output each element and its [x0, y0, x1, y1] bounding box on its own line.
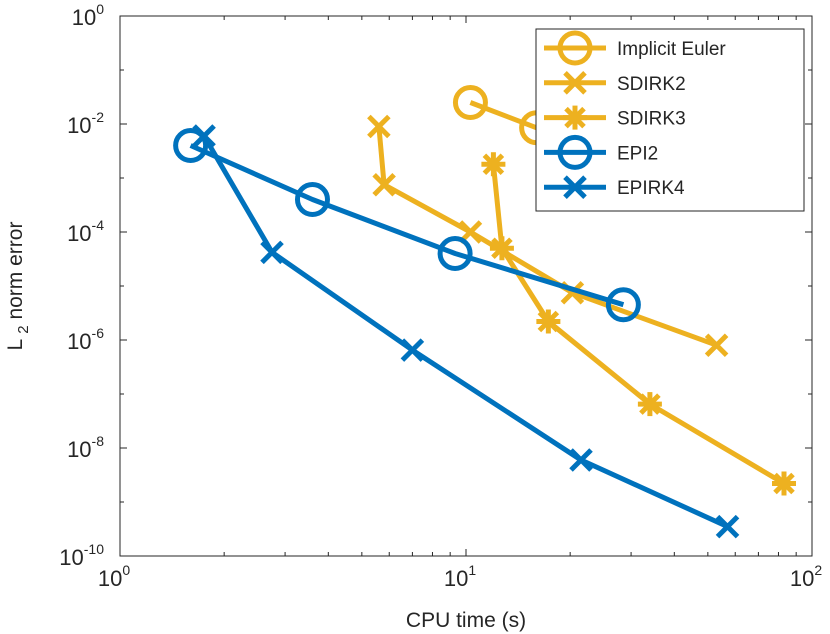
marker-stroke: [704, 333, 729, 358]
marker-stroke: [560, 280, 585, 305]
legend-marker: [563, 71, 587, 95]
y-axis-label-subscript: 2: [15, 325, 32, 333]
marker-stroke: [192, 124, 216, 148]
y-tick-exponent: -6: [92, 325, 105, 341]
marker-stroke: [260, 240, 284, 265]
data-point-epi2: [173, 127, 209, 163]
y-tick-base: 10: [67, 437, 91, 462]
series-layer: [173, 85, 797, 539]
marker-stroke: [563, 175, 587, 199]
marker-stroke: [491, 237, 513, 260]
series-epirk4: [192, 124, 740, 539]
y-tick-base: 10: [67, 221, 91, 246]
marker-stroke: [563, 71, 587, 95]
marker-stroke: [569, 448, 593, 472]
legend-entry-epi2: EPI2: [544, 134, 658, 170]
series-sdirk3: [481, 152, 797, 496]
marker-stroke: [537, 310, 560, 333]
x-tick-label: 101: [444, 562, 476, 591]
marker-stroke: [482, 153, 505, 175]
legend-label: Implicit Euler: [617, 39, 726, 60]
y-tick-label: 10-8: [67, 433, 104, 462]
x-tick-label: 100: [98, 562, 130, 591]
y-tick-label: 100: [72, 1, 104, 30]
y-tick-label: 10-2: [67, 109, 104, 138]
y-tick-exponent: -2: [92, 109, 105, 125]
y-tick-base: 10: [72, 5, 96, 30]
data-point-sdirk3: [481, 152, 506, 177]
marker-stroke: [564, 106, 586, 129]
y-tick-exponent: 0: [96, 1, 104, 17]
data-point-epi2: [605, 287, 641, 323]
legend-entry-sdirk3: SDIRK3: [544, 105, 686, 130]
y-tick-label: 10-6: [67, 325, 104, 354]
series-epi2: [173, 127, 641, 323]
data-point-epi2: [437, 235, 473, 271]
x-tick-label: 102: [790, 562, 822, 591]
data-point-sdirk3: [637, 392, 662, 417]
x-tick-exponent: 1: [468, 562, 476, 578]
x-tick-exponent: 0: [122, 562, 130, 578]
data-point-implicit-euler: [452, 85, 488, 121]
y-tick-label: 10-10: [59, 541, 104, 570]
y-tick-label: 10-4: [67, 217, 104, 246]
data-point-sdirk3: [772, 471, 797, 496]
data-point-epi2: [294, 181, 330, 217]
legend-marker: [563, 105, 587, 130]
legend-marker: [557, 134, 593, 170]
y-tick-exponent: -4: [92, 217, 105, 233]
x-tick-exponent: 2: [814, 562, 822, 578]
y-tick-base: 10: [59, 545, 83, 570]
data-point-sdirk2: [704, 333, 729, 358]
data-point-epirk4: [569, 448, 593, 472]
data-point-epirk4: [192, 124, 216, 148]
legend-entry-sdirk2: SDIRK2: [544, 71, 686, 95]
y-tick-exponent: -8: [92, 433, 105, 449]
y-axis-label-rest: norm error: [4, 222, 27, 320]
y-axis-label-base: L: [4, 339, 27, 350]
data-point-epirk4: [260, 240, 284, 265]
marker-stroke: [367, 114, 391, 139]
marker-stroke: [639, 393, 661, 415]
series-line-epi2: [189, 143, 625, 308]
data-point-epirk4: [400, 338, 425, 362]
legend-marker: [563, 175, 587, 199]
x-axis-label: CPU time (s): [406, 609, 526, 632]
y-tick-base: 10: [67, 113, 91, 138]
legend-label: EPIRK4: [617, 178, 685, 199]
data-point-sdirk2: [372, 172, 396, 197]
y-axis-label: L 2 norm error: [4, 222, 33, 351]
legend: Implicit Euler SDIRK2 SDIRK3 EPI2 EPIRK4: [535, 28, 805, 212]
legend-entry-implicit-euler: Implicit Euler: [544, 30, 726, 66]
y-tick-exponent: -10: [84, 541, 104, 557]
data-point-sdirk3: [489, 236, 514, 261]
data-point-sdirk3: [536, 309, 561, 334]
data-point-epirk4: [715, 514, 740, 539]
data-point-sdirk2: [367, 114, 391, 139]
legend-entry-epirk4: EPIRK4: [544, 175, 685, 199]
legend-label: EPI2: [617, 143, 658, 164]
marker-stroke: [773, 472, 795, 495]
x-tick-base: 10: [98, 566, 122, 591]
legend-label: SDIRK2: [617, 74, 686, 95]
marker-stroke: [400, 338, 425, 362]
legend-marker: [557, 30, 593, 66]
marker-stroke: [715, 514, 740, 539]
legend-label: SDIRK3: [617, 109, 686, 130]
x-tick-base: 10: [790, 566, 814, 591]
y-tick-base: 10: [67, 329, 91, 354]
series-sdirk2: [367, 114, 729, 358]
marker-stroke: [372, 172, 396, 197]
x-tick-base: 10: [444, 566, 468, 591]
